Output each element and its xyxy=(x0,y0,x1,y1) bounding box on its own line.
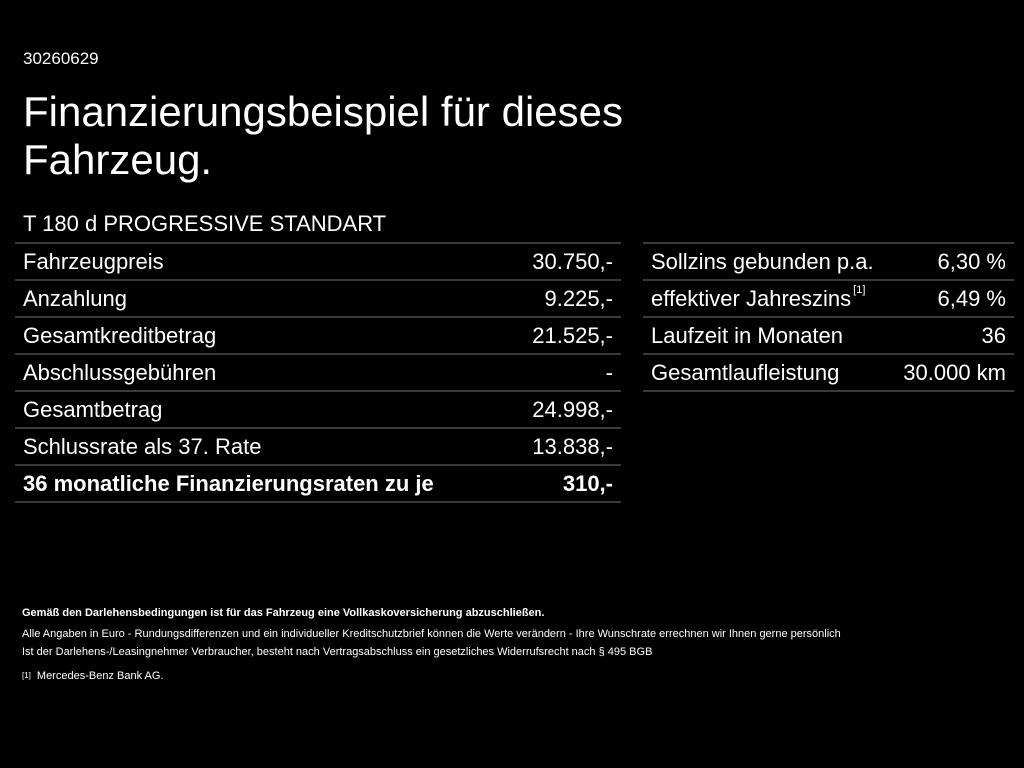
row-value: 36 xyxy=(893,317,1014,355)
row-label: Anzahlung xyxy=(15,280,516,318)
row-value: 13.838,- xyxy=(515,428,621,466)
interest-terms-table: Sollzins gebunden p.a. 6,30 % effektiver… xyxy=(643,242,1014,392)
row-label: Gesamtbetrag xyxy=(15,391,516,429)
row-label: effektiver Jahreszins xyxy=(651,285,852,311)
row-value: 6,30 % xyxy=(893,242,1014,281)
table-row: Abschlussgebühren - xyxy=(15,354,621,392)
row-value: 21.525,- xyxy=(515,317,621,355)
financing-table: Fahrzeugpreis 30.750,- Anzahlung 9.225,-… xyxy=(15,242,621,503)
insurance-note: Gemäß den Darlehensbedingungen ist für d… xyxy=(22,607,545,619)
row-value: 6,49 % xyxy=(893,280,1014,318)
amounts-disclaimer: Alle Angaben in Euro - Rundungsdifferenz… xyxy=(22,628,841,640)
row-label-cell: effektiver Jahreszins [1] xyxy=(643,280,894,318)
row-value: 30.750,- xyxy=(515,242,621,281)
row-label: Abschlussgebühren xyxy=(15,354,516,392)
vehicle-model: T 180 d PROGRESSIVE STANDART xyxy=(23,211,387,236)
withdrawal-right-note: Ist der Darlehens-/Leasingnehmer Verbrau… xyxy=(22,646,653,658)
table-row: Fahrzeugpreis 30.750,- xyxy=(15,242,621,281)
table-row: Anzahlung 9.225,- xyxy=(15,280,621,318)
offer-reference-number: 30260629 xyxy=(23,49,99,68)
row-label: Sollzins gebunden p.a. xyxy=(643,242,894,281)
table-row: Sollzins gebunden p.a. 6,30 % xyxy=(643,242,1014,281)
footnote: [1] Mercedes-Benz Bank AG. xyxy=(22,667,1012,685)
table-row: Schlussrate als 37. Rate 13.838,- xyxy=(15,428,621,466)
footnote-text: Mercedes-Benz Bank AG. xyxy=(36,670,164,682)
row-value: 30.000 km xyxy=(893,354,1014,392)
row-value: 24.998,- xyxy=(515,391,621,429)
table-row: Gesamtkreditbetrag 21.525,- xyxy=(15,317,621,355)
table-row: Laufzeit in Monaten 36 xyxy=(643,317,1014,355)
monthly-rate-row: 36 monatliche Finanzierungsraten zu je 3… xyxy=(15,465,621,503)
row-label: Laufzeit in Monaten xyxy=(643,317,894,355)
row-label: Schlussrate als 37. Rate xyxy=(15,428,516,466)
row-label: Gesamtkreditbetrag xyxy=(15,317,516,355)
table-row: Gesamtlaufleistung 30.000 km xyxy=(643,354,1014,392)
row-value: - xyxy=(515,354,621,392)
table-row: Gesamtbetrag 24.998,- xyxy=(15,391,621,429)
page-title: Finanzierungsbeispiel für dieses Fahrzeu… xyxy=(23,88,623,183)
row-label: Fahrzeugpreis xyxy=(15,242,516,281)
footnote-mark: [1] xyxy=(22,671,31,680)
row-value: 310,- xyxy=(515,465,621,503)
row-label: Gesamtlaufleistung xyxy=(643,354,894,392)
footnote-reference: [1] xyxy=(853,283,866,296)
row-value: 9.225,- xyxy=(515,280,621,318)
legal-notes: Gemäß den Darlehensbedingungen ist für d… xyxy=(22,604,1012,685)
table-row: effektiver Jahreszins [1] 6,49 % xyxy=(643,280,1014,318)
row-label: 36 monatliche Finanzierungsraten zu je xyxy=(15,465,516,503)
